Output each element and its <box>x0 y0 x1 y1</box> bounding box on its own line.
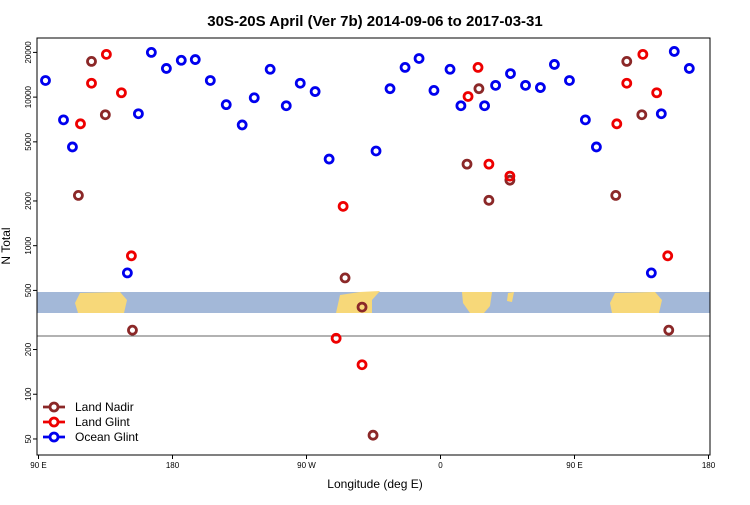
x-tick-label: 90 E <box>566 461 582 470</box>
y-tick-label: 100 <box>24 387 33 401</box>
point <box>67 141 78 153</box>
y-tick-label: 500 <box>24 283 33 297</box>
point <box>189 54 201 65</box>
x-tick-label: 180 <box>166 461 180 470</box>
point <box>116 87 127 99</box>
point <box>473 83 485 95</box>
point <box>236 119 248 131</box>
y-tick-label: 1000 <box>24 236 33 254</box>
y-tick-label: 2000 <box>24 192 33 210</box>
legend-label: Ocean Glint <box>75 430 139 444</box>
point <box>264 63 276 75</box>
point <box>127 324 138 336</box>
y-tick-label: 50 <box>24 434 33 443</box>
point <box>683 63 695 74</box>
point <box>220 99 232 111</box>
point <box>384 83 396 95</box>
point <box>413 53 425 64</box>
point <box>121 267 133 279</box>
point <box>367 429 379 441</box>
point <box>611 118 623 130</box>
y-axis-label: N Total <box>0 227 13 264</box>
x-tick-label: 0 <box>438 461 443 470</box>
point <box>444 63 456 75</box>
point <box>472 62 484 73</box>
point <box>504 174 516 186</box>
point <box>621 77 633 89</box>
point <box>668 46 680 57</box>
map-land <box>75 291 662 313</box>
point <box>645 267 657 279</box>
point <box>323 153 335 165</box>
point <box>370 145 382 157</box>
point <box>462 91 474 102</box>
point <box>610 190 622 201</box>
point <box>175 54 187 66</box>
y-tick-label: 20000 <box>24 41 33 64</box>
point <box>145 46 157 58</box>
y-tick-label: 200 <box>24 342 33 356</box>
point <box>663 324 675 336</box>
point <box>637 48 649 60</box>
point <box>579 114 591 126</box>
point <box>356 301 368 313</box>
point <box>309 86 321 97</box>
point <box>294 77 306 89</box>
point <box>204 75 216 86</box>
point <box>100 48 112 60</box>
point <box>86 77 97 89</box>
point <box>483 194 495 206</box>
point <box>339 272 351 284</box>
point <box>655 108 667 120</box>
point <box>58 114 69 126</box>
point <box>535 82 546 93</box>
legend-label: Land Glint <box>75 415 130 429</box>
point <box>337 200 349 212</box>
legend-marker <box>48 401 60 413</box>
x-tick-label: 90 W <box>297 461 316 470</box>
point <box>504 170 516 182</box>
point <box>483 158 495 170</box>
x-tick-label: 180 <box>702 461 716 470</box>
point <box>455 100 467 112</box>
point <box>490 79 501 91</box>
plot-frame <box>36 37 711 456</box>
legend-label: Land Nadir <box>75 400 134 414</box>
point <box>651 87 663 99</box>
point <box>564 75 575 86</box>
point <box>590 141 602 153</box>
legend-marker <box>48 416 60 428</box>
point <box>248 92 260 104</box>
point <box>132 108 144 120</box>
point <box>479 100 490 112</box>
point <box>428 84 440 96</box>
point <box>636 109 648 121</box>
legend-marker <box>48 431 60 443</box>
point <box>125 250 137 262</box>
point <box>40 75 51 86</box>
point <box>520 79 531 91</box>
point <box>72 190 84 201</box>
point <box>160 63 172 74</box>
x-axis-label: Longitude (deg E) <box>327 477 422 491</box>
point <box>399 62 411 73</box>
point <box>356 359 368 371</box>
point <box>330 332 342 344</box>
map-ocean <box>37 292 710 313</box>
point <box>75 118 86 130</box>
point <box>86 55 97 67</box>
y-tick-label: 10000 <box>24 85 33 108</box>
point <box>505 68 516 79</box>
x-tick-label: 90 E <box>30 461 46 470</box>
y-tick-label: 5000 <box>24 132 33 150</box>
chart-title: 30S-20S April (Ver 7b) 2014-09-06 to 201… <box>207 13 542 30</box>
point <box>280 100 292 112</box>
point <box>549 59 560 70</box>
point <box>662 250 674 262</box>
point <box>621 55 633 67</box>
point <box>99 109 111 121</box>
point <box>461 158 473 170</box>
